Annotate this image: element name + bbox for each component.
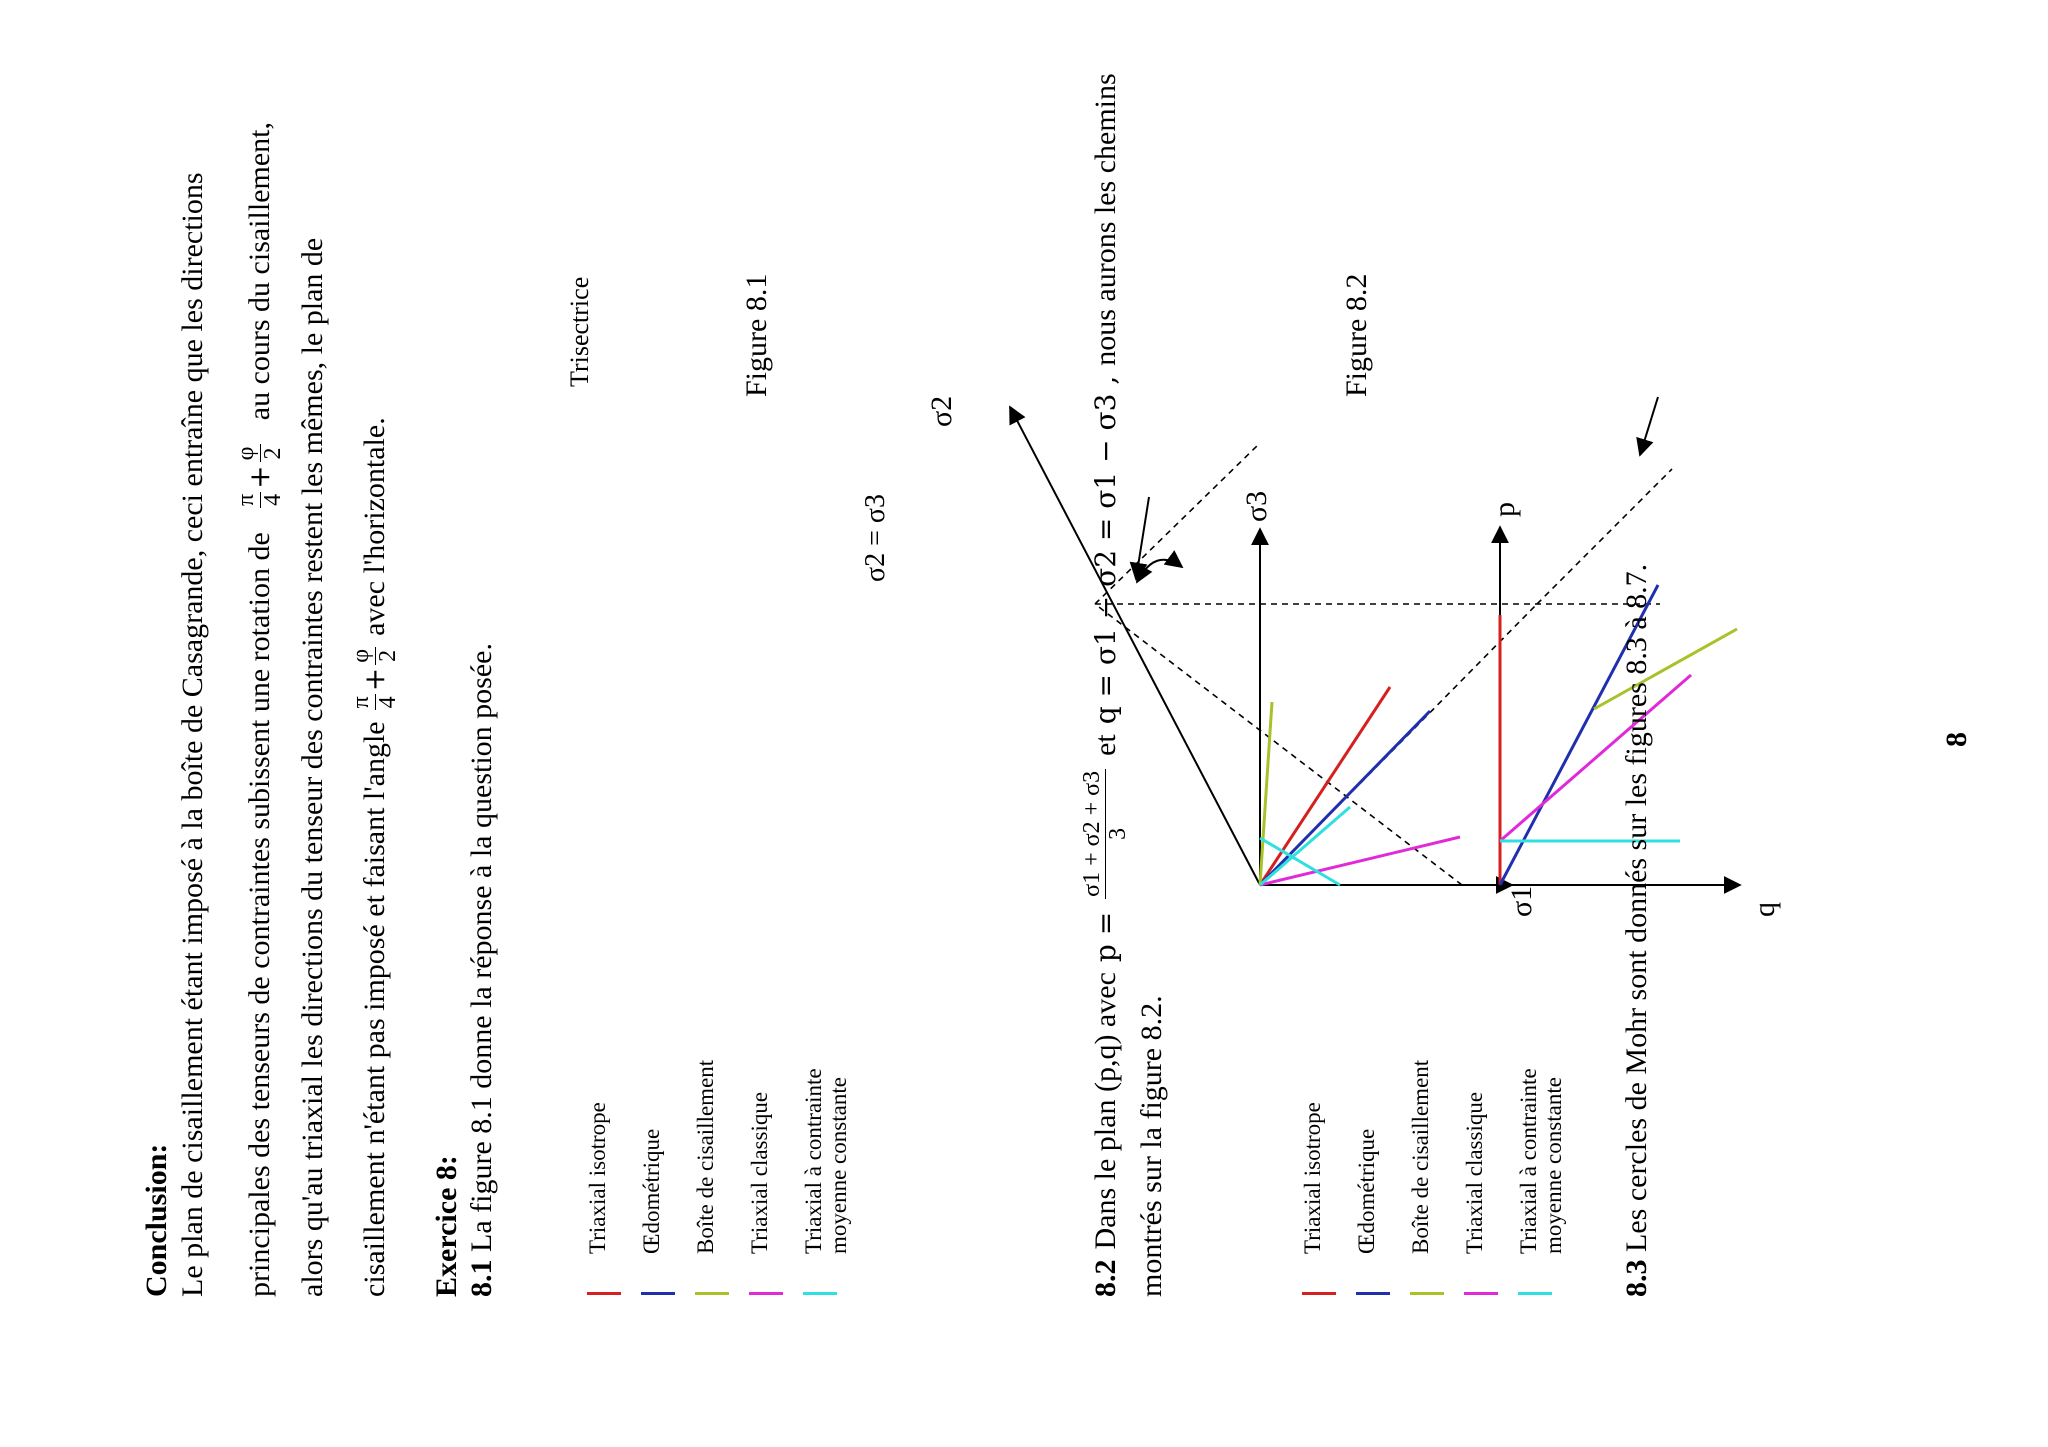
angle-arc xyxy=(1136,550,1184,584)
trisectrice-dashed xyxy=(1536,468,1673,605)
path-oedometric xyxy=(1498,584,1660,886)
label-q: q xyxy=(1748,902,1781,917)
path-constant-mean xyxy=(1259,836,1341,887)
label-p: p xyxy=(1488,502,1521,517)
figure-8-2-caption: Figure 8.2 xyxy=(1340,273,1373,397)
path-classic-triaxial xyxy=(1259,835,1461,887)
trisectrice-arrow xyxy=(1636,396,1659,457)
path-constant-mean xyxy=(1259,805,1351,887)
question-8-3: 8.3 Les cercles de Mohr sont donnés sur … xyxy=(1620,563,1653,1297)
path-shear-box xyxy=(1258,701,1274,886)
axis-sigma2 xyxy=(1009,405,1261,886)
page-number: 8 xyxy=(1940,732,1973,747)
path-shear-box xyxy=(1593,627,1738,711)
path-classic-triaxial xyxy=(1499,673,1692,843)
dashed-line xyxy=(1094,603,1463,886)
dashed-line xyxy=(1094,442,1261,605)
